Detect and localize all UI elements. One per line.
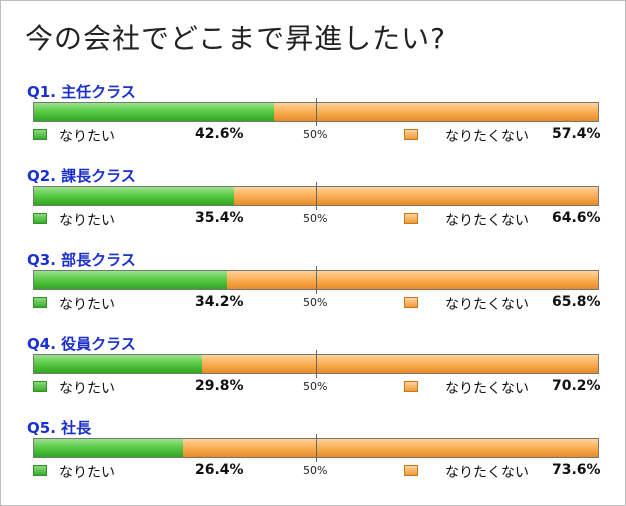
legend-label-yes: なりたい xyxy=(59,465,115,481)
value-label-yes: 29.8% xyxy=(195,378,244,394)
bar-segment-yes xyxy=(34,271,227,289)
value-label-no: 64.6% xyxy=(552,210,601,226)
legend-swatch-yes xyxy=(33,129,47,140)
value-label-no: 70.2% xyxy=(552,378,601,394)
bar-segment-no xyxy=(274,103,598,121)
question-block: Q3. 部長クラスなりたい 34.2% 50% なりたくない 65.8% xyxy=(1,249,626,333)
legend-swatch-yes xyxy=(33,465,47,476)
bar-segment-no xyxy=(234,187,598,205)
legend-swatch-no xyxy=(404,381,418,392)
midpoint-label: 50% xyxy=(303,296,328,309)
question-block: Q1. 主任クラスなりたい 42.6% 50% なりたくない 57.4% xyxy=(1,81,626,165)
bar-segment-yes xyxy=(34,103,274,121)
midpoint-tick xyxy=(316,98,317,126)
legend-label-no: なりたくない xyxy=(445,297,529,313)
legend-row: なりたい 35.4% 50% なりたくない 64.6% xyxy=(1,210,626,229)
bar-segment-yes xyxy=(34,187,234,205)
value-label-yes: 34.2% xyxy=(195,294,244,310)
legend-row: なりたい 26.4% 50% なりたくない 73.6% xyxy=(1,462,626,481)
value-label-no: 73.6% xyxy=(552,462,601,478)
legend-label-yes: なりたい xyxy=(59,129,115,145)
stacked-bar xyxy=(33,270,599,290)
legend-label-no: なりたくない xyxy=(445,465,529,481)
legend-swatch-yes xyxy=(33,381,47,392)
question-block: Q4. 役員クラスなりたい 29.8% 50% なりたくない 70.2% xyxy=(1,333,626,417)
legend-label-no: なりたくない xyxy=(445,381,529,397)
legend-label-yes: なりたい xyxy=(59,213,115,229)
midpoint-tick xyxy=(316,266,317,294)
midpoint-label: 50% xyxy=(303,464,328,477)
midpoint-label: 50% xyxy=(303,380,328,393)
bar-segment-yes xyxy=(34,439,183,457)
legend-swatch-yes xyxy=(33,213,47,224)
value-label-yes: 26.4% xyxy=(195,462,244,478)
question-label: Q1. 主任クラス xyxy=(27,83,136,101)
question-block: Q5. 社長なりたい 26.4% 50% なりたくない 73.6% xyxy=(1,417,626,501)
legend-label-no: なりたくない xyxy=(445,213,529,229)
value-label-yes: 35.4% xyxy=(195,210,244,226)
legend-swatch-no xyxy=(404,297,418,308)
value-label-yes: 42.6% xyxy=(195,126,244,142)
midpoint-label: 50% xyxy=(303,128,328,141)
chart-title: 今の会社でどこまで昇進したい? xyxy=(25,22,447,55)
legend-label-no: なりたくない xyxy=(445,129,529,145)
legend-label-yes: なりたい xyxy=(59,381,115,397)
legend-swatch-no xyxy=(404,213,418,224)
midpoint-tick xyxy=(316,182,317,210)
question-label: Q2. 課長クラス xyxy=(27,167,136,185)
question-label: Q5. 社長 xyxy=(27,419,92,437)
legend-row: なりたい 42.6% 50% なりたくない 57.4% xyxy=(1,126,626,145)
question-label: Q3. 部長クラス xyxy=(27,251,136,269)
legend-swatch-no xyxy=(404,465,418,476)
value-label-no: 57.4% xyxy=(552,126,601,142)
bar-segment-no xyxy=(227,271,598,289)
question-block: Q2. 課長クラスなりたい 35.4% 50% なりたくない 64.6% xyxy=(1,165,626,249)
bar-segment-no xyxy=(183,439,598,457)
midpoint-tick xyxy=(316,350,317,378)
value-label-no: 65.8% xyxy=(552,294,601,310)
legend-swatch-yes xyxy=(33,297,47,308)
legend-row: なりたい 29.8% 50% なりたくない 70.2% xyxy=(1,378,626,397)
midpoint-label: 50% xyxy=(303,212,328,225)
legend-label-yes: なりたい xyxy=(59,297,115,313)
midpoint-tick xyxy=(316,434,317,462)
legend-row: なりたい 34.2% 50% なりたくない 65.8% xyxy=(1,294,626,313)
bar-segment-yes xyxy=(34,355,202,373)
question-label: Q4. 役員クラス xyxy=(27,335,136,353)
bar-segment-no xyxy=(202,355,598,373)
legend-swatch-no xyxy=(404,129,418,140)
